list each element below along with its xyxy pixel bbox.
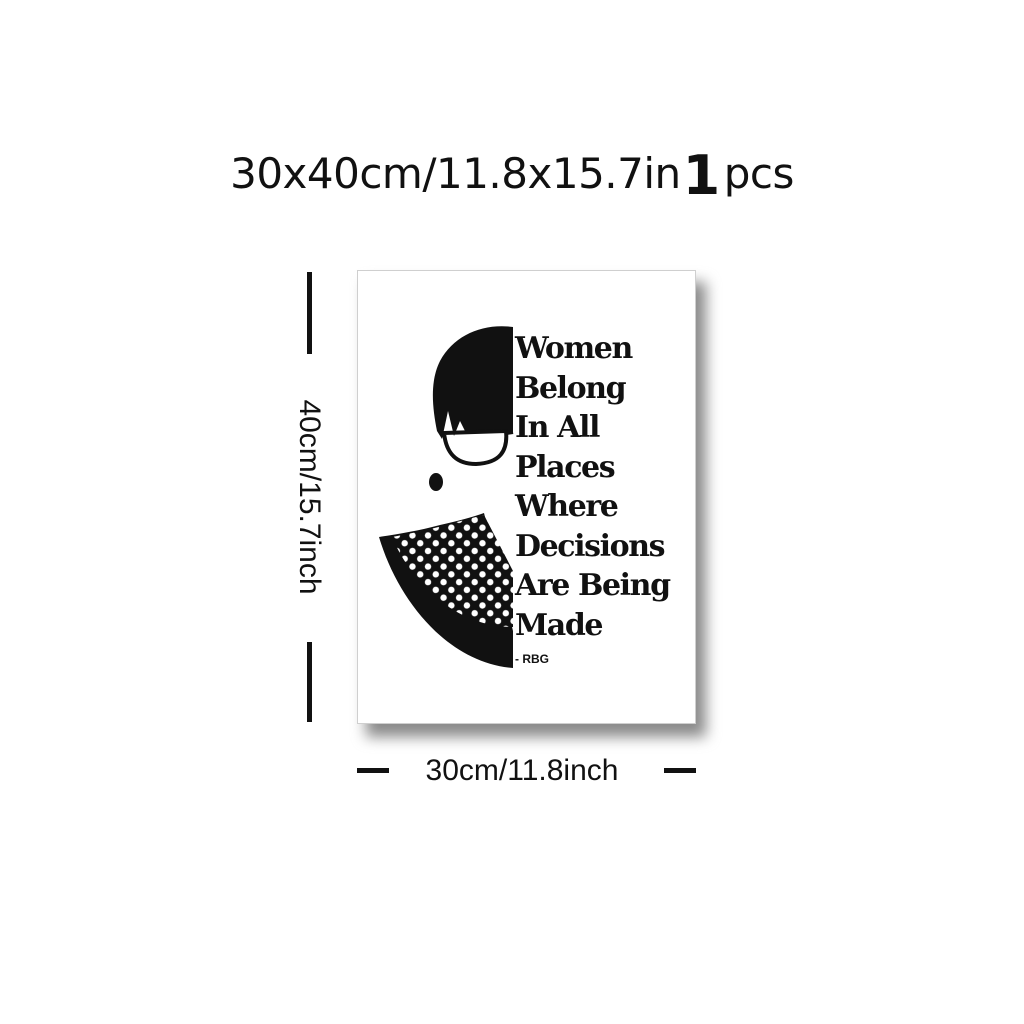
quote-line: Decisions [515,528,666,564]
quantity-number: 1 [682,144,721,207]
size-text: 30x40cm/11.8x15.7in [230,149,681,198]
quote-attribution: - RBG [515,652,549,666]
width-dimension-bar-right [664,768,696,773]
rbg-portrait-illustration [379,326,514,668]
quote-line: Where [515,489,619,524]
height-dimension-label: 40cm/15.7inch [293,399,326,595]
glasses-bridge [505,430,514,435]
quote-text: Women Belong In All Places Where Decisio… [515,329,695,645]
quantity-unit: pcs [723,149,795,198]
poster-canvas: Women Belong In All Places Where Decisio… [357,270,696,724]
quote-line: Places [515,449,616,485]
hair-shape [432,326,513,439]
earring-shape [429,473,443,491]
quote-line: Women [515,331,633,366]
quote-line: In All [515,410,600,445]
collar-lace [392,515,513,627]
quote-line: Belong [515,370,627,406]
product-size-headline: 30x40cm/11.8x15.7in1pcs [0,138,1024,207]
quote-line: Made [515,607,604,643]
quote-line: Are Being [515,568,671,603]
width-dimension-bar-left [357,768,389,773]
width-dimension-label: 30cm/11.8inch [425,754,619,787]
glasses-shape [441,428,509,467]
height-dimension-bar-top [307,272,312,354]
height-dimension-bar-bottom [307,642,312,722]
